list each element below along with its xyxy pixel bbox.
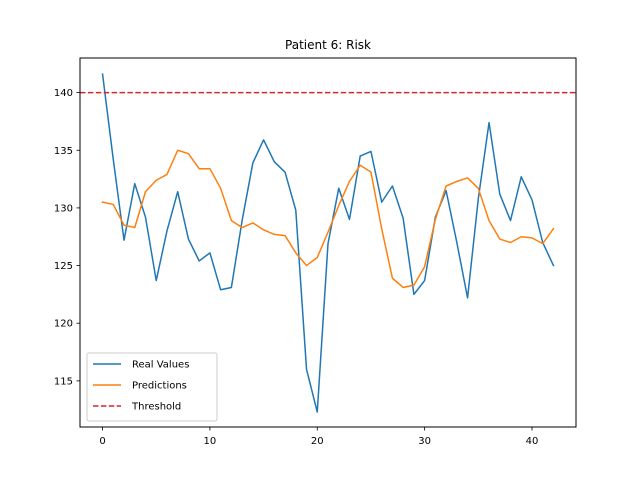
series-line-1 xyxy=(101,149,555,289)
x-tick-label-1: 10 xyxy=(204,436,217,447)
chart-title: Patient 6: Risk xyxy=(285,38,371,52)
y-tick-label-4: 135 xyxy=(54,146,73,157)
legend-box xyxy=(86,352,218,422)
plot-area xyxy=(80,73,576,413)
y-tick-label-1: 120 xyxy=(54,319,73,330)
x-tick-label-0: 0 xyxy=(99,436,105,447)
y-tick-label-2: 125 xyxy=(54,261,73,272)
legend-label-2: Threshold xyxy=(131,402,181,413)
x-tick-label-4: 40 xyxy=(526,436,539,447)
x-tick-label-2: 20 xyxy=(311,436,324,447)
y-tick-label-5: 140 xyxy=(54,88,73,99)
axes: 0 10 20 30 40 115 120 125 130 135 140 xyxy=(54,88,538,447)
y-tick-label-0: 115 xyxy=(54,376,73,387)
y-tick-label-3: 130 xyxy=(54,203,73,214)
series-line-0 xyxy=(101,73,555,413)
legend: Real Values Predictions Threshold xyxy=(86,352,218,422)
axes-frame xyxy=(79,57,577,428)
x-tick-label-3: 30 xyxy=(418,436,431,447)
legend-label-0: Real Values xyxy=(132,360,189,371)
legend-label-1: Predictions xyxy=(132,381,187,392)
